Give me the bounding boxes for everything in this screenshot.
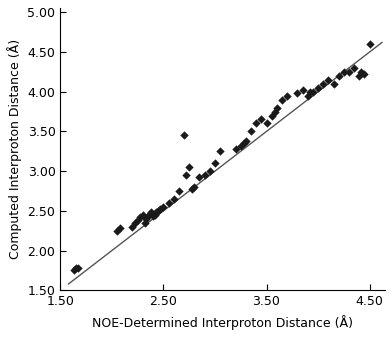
Point <box>274 105 280 110</box>
Point <box>145 214 151 219</box>
Y-axis label: Computed Interproton Distance (Å): Computed Interproton Distance (Å) <box>7 39 22 259</box>
Point <box>171 196 177 202</box>
Point <box>361 71 368 77</box>
Point <box>143 216 149 221</box>
Point <box>351 65 357 70</box>
Point <box>212 160 218 166</box>
Point <box>160 204 167 210</box>
Point <box>201 173 208 178</box>
Point <box>346 69 352 74</box>
Point <box>307 89 313 94</box>
Point <box>358 69 365 74</box>
Point <box>305 93 311 98</box>
Point <box>320 81 326 87</box>
X-axis label: NOE-Determined Interproton Distance (Å): NOE-Determined Interproton Distance (Å) <box>92 315 353 330</box>
Point <box>134 218 141 223</box>
Point <box>142 220 148 225</box>
Point <box>263 121 270 126</box>
Point <box>279 97 285 102</box>
Point <box>232 146 239 152</box>
Point <box>186 164 192 170</box>
Point <box>165 200 172 206</box>
Point <box>253 121 260 126</box>
Point <box>114 228 120 234</box>
Point <box>310 89 316 94</box>
Point <box>153 210 159 215</box>
Point <box>241 141 247 146</box>
Point <box>176 188 182 194</box>
Point <box>196 175 203 180</box>
Point <box>181 133 187 138</box>
Point <box>258 117 265 122</box>
Point <box>367 41 373 47</box>
Point <box>189 186 196 191</box>
Point <box>341 69 347 74</box>
Point <box>315 85 321 90</box>
Point <box>152 212 158 217</box>
Point <box>73 265 79 271</box>
Point <box>140 212 146 217</box>
Point <box>294 91 301 96</box>
Point <box>183 173 189 178</box>
Point <box>325 77 332 83</box>
Point <box>136 215 143 220</box>
Point <box>131 220 138 225</box>
Point <box>299 87 306 93</box>
Point <box>207 168 213 174</box>
Point <box>243 138 249 144</box>
Point <box>157 207 163 212</box>
Point <box>191 184 198 190</box>
Point <box>117 226 123 231</box>
Point <box>272 109 278 114</box>
Point <box>217 149 223 154</box>
Point <box>155 208 162 214</box>
Point <box>150 214 156 219</box>
Point <box>269 113 275 118</box>
Point <box>356 73 363 79</box>
Point <box>75 265 81 271</box>
Point <box>238 143 244 148</box>
Point <box>330 81 337 87</box>
Point <box>336 73 342 79</box>
Point <box>148 210 154 215</box>
Point <box>147 211 153 217</box>
Point <box>248 129 254 134</box>
Point <box>71 268 77 273</box>
Point <box>284 93 290 98</box>
Point <box>129 224 136 229</box>
